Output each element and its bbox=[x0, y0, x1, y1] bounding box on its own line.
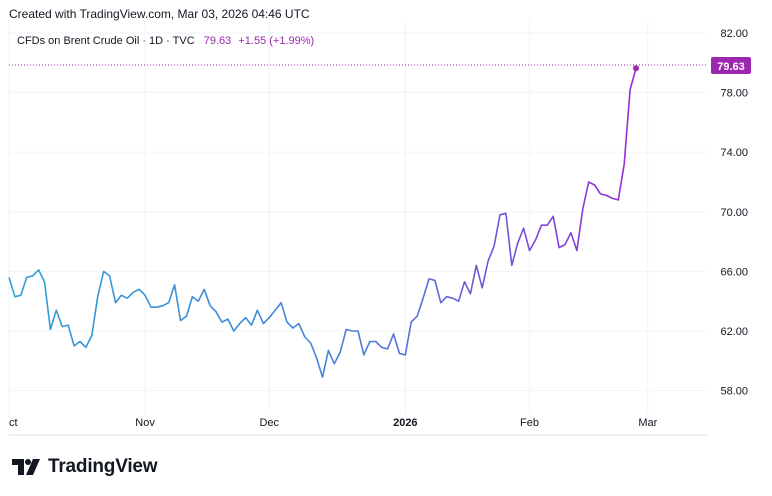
y-tick-label: 82.00 bbox=[720, 28, 748, 40]
created-with-text: Created with TradingView.com, Mar 03, 20… bbox=[9, 7, 310, 21]
x-tick-label: Nov bbox=[135, 417, 155, 429]
y-tick-label: 58.00 bbox=[720, 386, 748, 398]
y-axis: 58.00 62.00 66.00 70.00 74.00 78.00 82.00 bbox=[720, 28, 748, 398]
series-legend: CFDs on Brent Crude Oil · 1D · TVC 79.63… bbox=[17, 35, 314, 47]
chart-grid bbox=[8, 20, 707, 413]
legend-last-price: 79.63 bbox=[203, 35, 232, 47]
price-series-line[interactable] bbox=[8, 68, 637, 378]
x-tick-label: Dec bbox=[259, 417, 279, 429]
y-tick-label: 74.00 bbox=[720, 147, 748, 159]
x-tick-label: 2026 bbox=[393, 417, 417, 429]
last-price-tag: 79.63 bbox=[711, 57, 751, 74]
x-axis: ct Nov Dec 2026 Feb Mar bbox=[9, 417, 707, 436]
tradingview-logo-icon bbox=[12, 459, 40, 475]
y-tick-label: 70.00 bbox=[720, 207, 748, 219]
tradingview-logo: TradingView bbox=[12, 456, 158, 478]
x-tick-label: ct bbox=[9, 417, 18, 429]
x-tick-label: Mar bbox=[638, 417, 657, 429]
tradingview-brand-text: TradingView bbox=[48, 456, 158, 477]
y-tick-label: 78.00 bbox=[720, 88, 748, 100]
y-tick-label: 66.00 bbox=[720, 266, 748, 278]
last-price-tag-text: 79.63 bbox=[717, 61, 745, 73]
legend-symbol: CFDs on Brent Crude Oil · 1D · TVC bbox=[17, 35, 195, 47]
last-price-point bbox=[633, 65, 640, 72]
legend-change: +1.55 (+1.99%) bbox=[238, 35, 315, 47]
y-tick-label: 62.00 bbox=[720, 326, 748, 338]
x-tick-label: Feb bbox=[520, 417, 539, 429]
